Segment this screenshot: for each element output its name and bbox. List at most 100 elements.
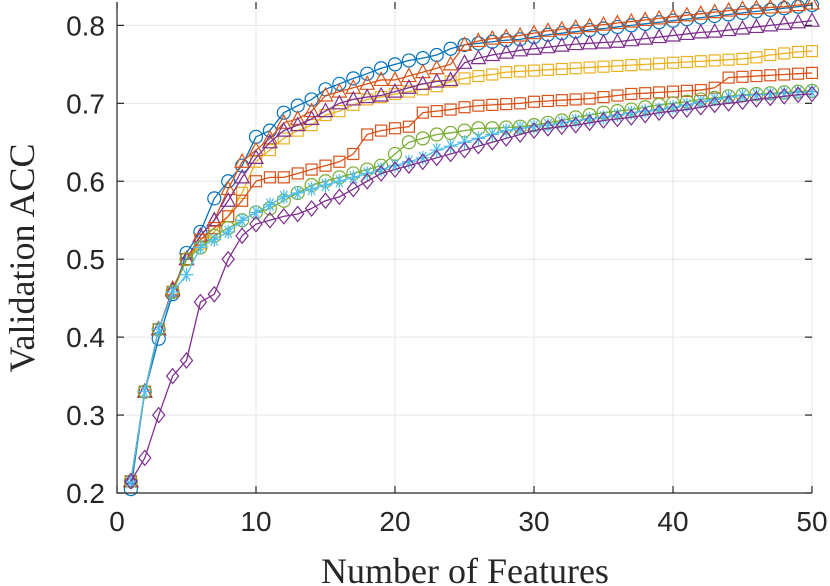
data-point [735, 88, 750, 103]
data-point [776, 0, 793, 13]
data-point [595, 33, 612, 49]
y-tick-label: 0.8 [66, 10, 105, 41]
y-axis-label: Validation ACC [2, 143, 42, 372]
x-axis-label: Number of Features [321, 551, 609, 586]
data-point [415, 150, 430, 165]
data-point [651, 28, 668, 44]
data-point [472, 69, 485, 83]
data-point [305, 119, 318, 132]
data-point [220, 180, 237, 196]
data-point [304, 182, 319, 197]
data-point [706, 3, 723, 19]
data-point [778, 68, 791, 81]
data-point [679, 97, 694, 112]
data-point [400, 67, 417, 83]
data-point [414, 63, 431, 79]
data-point [637, 29, 654, 45]
data-point [360, 172, 374, 190]
data-point [624, 108, 639, 126]
data-point [567, 18, 584, 34]
data-point [692, 4, 709, 20]
data-point [470, 32, 487, 48]
x-tick-label: 20 [379, 506, 410, 537]
data-point [610, 108, 625, 123]
data-point [305, 163, 318, 176]
data-point [486, 98, 499, 111]
data-point [513, 126, 527, 143]
data-point [639, 58, 652, 71]
y-tick-label: 0.5 [66, 244, 105, 275]
data-point [666, 100, 680, 115]
data-point [387, 57, 403, 72]
data-point [694, 55, 707, 68]
data-point [805, 66, 819, 80]
data-point [263, 171, 276, 184]
data-point [346, 180, 361, 198]
data-point [637, 11, 654, 27]
data-point [625, 59, 638, 72]
data-point [402, 120, 415, 133]
data-point [290, 205, 305, 223]
data-point [525, 39, 543, 55]
data-point [486, 68, 499, 81]
data-point [722, 71, 735, 84]
data-point [763, 2, 778, 17]
data-point [345, 78, 362, 94]
data-point [261, 133, 278, 149]
data-point [470, 49, 487, 65]
x-tick-label: 0 [109, 506, 125, 537]
data-point [275, 114, 292, 129]
data-point [569, 93, 582, 106]
data-point [347, 147, 360, 161]
data-point [567, 35, 584, 51]
data-point [124, 472, 138, 490]
data-point [512, 41, 529, 57]
data-point [179, 352, 194, 369]
series-1 [123, 0, 820, 497]
data-point [692, 23, 709, 39]
data-point [555, 118, 569, 136]
data-point [428, 72, 445, 88]
data-point [373, 71, 390, 87]
data-point [777, 1, 792, 16]
data-point [443, 41, 458, 56]
data-point [707, 92, 722, 107]
data-point [484, 29, 501, 45]
data-point [720, 21, 737, 37]
data-point [498, 43, 515, 59]
data-point [207, 191, 222, 206]
data-point [277, 132, 290, 145]
y-tick-label: 0.7 [66, 88, 105, 119]
data-point [500, 66, 513, 79]
data-point [624, 105, 639, 120]
data-point [220, 191, 237, 207]
data-point [386, 82, 404, 98]
data-point [415, 131, 430, 146]
data-point [778, 47, 791, 60]
data-point [289, 110, 306, 126]
data-point [803, 11, 821, 27]
data-point [235, 213, 250, 228]
data-point [276, 189, 291, 204]
data-point [179, 252, 194, 267]
data-point [664, 26, 682, 42]
data-point [317, 86, 334, 102]
data-point [680, 84, 694, 97]
data-point [388, 158, 402, 173]
data-point [763, 89, 778, 107]
data-point [527, 95, 541, 108]
data-point [804, 0, 820, 13]
data-point [680, 101, 694, 119]
series-line [130, 93, 813, 482]
data-point [651, 9, 668, 25]
data-point [541, 94, 555, 108]
data-point [678, 6, 695, 22]
data-point [346, 170, 361, 185]
data-point [581, 34, 598, 50]
data-point [555, 94, 568, 107]
data-point [263, 211, 277, 229]
data-point [275, 121, 292, 137]
data-point [763, 86, 778, 101]
data-point [304, 200, 319, 217]
